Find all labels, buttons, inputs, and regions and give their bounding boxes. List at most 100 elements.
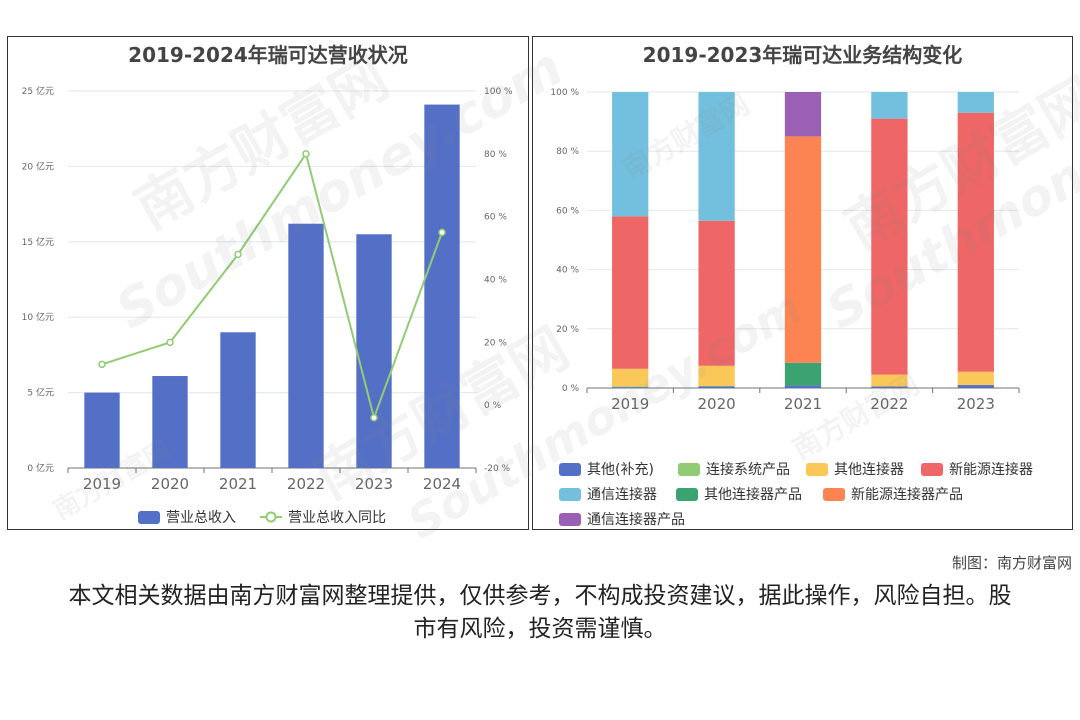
- y2-tick-label: -20 %: [484, 464, 511, 474]
- legend-item-revenue[interactable]: 营业总收入: [138, 507, 236, 527]
- revenue-yoy-point: [98, 360, 106, 369]
- stacked-bar-segment: [698, 365, 735, 386]
- x-tick-label: 2020: [698, 395, 736, 413]
- revenue-yoy-point: [438, 228, 446, 237]
- x-tick-label: 2023: [355, 475, 393, 493]
- stacked-bar-segment: [612, 92, 649, 217]
- business-structure-chart-svg: 0 % 20 % 40 % 60 % 80 % 100 % 2019 2020 2021 2022…: [550, 88, 1020, 413]
- stacked-bar-segment: [871, 92, 908, 119]
- y-tick-label: 20 亿元: [22, 160, 54, 172]
- y2-tick-label: 100 %: [484, 87, 513, 97]
- stacked-bar-segment: [784, 136, 822, 363]
- stacked-bar-segment: [698, 92, 735, 221]
- x-tick-label: 2022: [870, 395, 908, 413]
- y2-tick-label: 40 %: [484, 276, 507, 286]
- revenue-chart-legend: 营业总收入 营业总收入同比: [8, 507, 528, 529]
- legend-swatch-other-connector-product: [676, 487, 698, 501]
- legend-item-telecom-connector-product[interactable]: 通信连接器产品: [559, 509, 685, 529]
- y2-tick-label: 80 %: [484, 150, 507, 160]
- revenue-bar: [84, 392, 120, 468]
- y2-tick-label: 20 %: [484, 338, 507, 348]
- legend-swatch-new-energy-connector-product: [823, 487, 845, 501]
- x-tick-label: 2019: [83, 475, 121, 493]
- revenue-bar: [424, 104, 460, 469]
- business-structure-chart-panel: 2019-2023年瑞可达业务结构变化 0 % 20 % 40 % 60 % 80 % 1…: [532, 36, 1073, 530]
- y-tick-label: 0 %: [562, 384, 580, 394]
- stacked-bar-segment: [698, 385, 735, 387]
- x-tick-label: 2020: [151, 475, 189, 493]
- legend-label-other-connector: 其他连接器: [834, 462, 904, 478]
- legend-item-other-connector[interactable]: 其他连接器: [806, 459, 904, 479]
- legend-label-other-connector-product: 其他连接器产品: [704, 487, 802, 503]
- legend-swatch-other-connector: [806, 462, 828, 476]
- y-tick-label: 10 亿元: [22, 311, 54, 323]
- revenue-bar: [152, 376, 188, 468]
- stacked-bar-segment: [612, 216, 649, 369]
- x-tick-label: 2019: [611, 395, 649, 413]
- chart-credit: 制图：南方财富网: [951, 554, 1072, 572]
- stacked-bar-segment: [957, 112, 994, 372]
- legend-item-new-energy-connector-product[interactable]: 新能源连接器产品: [823, 484, 963, 504]
- x-tick-label: 2021: [784, 395, 822, 413]
- stacked-bar-segment: [612, 387, 649, 388]
- revenue-yoy-point: [370, 413, 378, 422]
- y-tick-label: 100 %: [550, 88, 579, 98]
- legend-line-marker-yoy: [260, 511, 282, 523]
- y-tick-label: 0 亿元: [27, 462, 54, 474]
- legend-item-other-connector-product[interactable]: 其他连接器产品: [676, 484, 802, 504]
- x-tick-label: 2024: [423, 475, 461, 493]
- legend-item-revenue-yoy[interactable]: 营业总收入同比: [260, 507, 386, 527]
- y-tick-label: 25 亿元: [22, 85, 54, 97]
- x-tick-label: 2023: [957, 395, 995, 413]
- stacked-bar-segment: [784, 92, 822, 137]
- legend-item-new-energy-connector[interactable]: 新能源连接器: [921, 459, 1033, 479]
- stacked-bar-segment: [698, 386, 735, 388]
- legend-item-telecom-connector[interactable]: 通信连接器: [559, 484, 657, 504]
- y-tick-label: 15 亿元: [22, 236, 54, 248]
- revenue-yoy-point: [234, 250, 242, 259]
- y-tick-label: 60 %: [556, 206, 579, 216]
- legend-label-other-supplement: 其他(补充): [587, 462, 654, 478]
- stacked-bar-segment: [871, 374, 908, 387]
- y-tick-label: 20 %: [556, 325, 579, 335]
- legend-swatch-new-energy-connector: [921, 462, 943, 476]
- stacked-bar-segment: [957, 385, 994, 388]
- stacked-bar-segment: [698, 220, 735, 366]
- revenue-yoy-point: [166, 338, 174, 347]
- legend-swatch-telecom-connector: [559, 487, 581, 501]
- stacked-bar-segment: [784, 385, 822, 388]
- business-structure-legend: 其他(补充) 连接系统产品 其他连接器 新能源连接器 通信连接器 其他连接器产品…: [533, 455, 1072, 529]
- y-tick-label: 5 亿元: [27, 387, 54, 399]
- revenue-chart-panel: 2019-2024年瑞可达营收状况 0 亿元 5 亿元 10 亿元 15 亿元 20 亿…: [7, 36, 529, 530]
- stacked-bar-segment: [957, 371, 994, 386]
- disclaimer-text: 本文相关数据由南方财富网整理提供，仅供参考，不构成投资建议，据此操作，风险自担。…: [68, 583, 1012, 642]
- legend-label-connection-system: 连接系统产品: [706, 462, 790, 478]
- legend-swatch-telecom-connector-product: [559, 512, 581, 526]
- stacked-bar-segment: [612, 386, 649, 388]
- revenue-yoy-line: [101, 151, 443, 422]
- y-tick-label: 40 %: [556, 266, 579, 276]
- legend-label-telecom-connector: 通信连接器: [587, 487, 657, 503]
- stacked-bar-segment: [871, 386, 908, 388]
- revenue-yoy-point: [302, 150, 310, 158]
- y2-tick-label: 0 %: [484, 401, 502, 411]
- legend-label-new-energy-connector-product: 新能源连接器产品: [851, 487, 963, 503]
- stacked-bar-segment: [612, 368, 649, 387]
- legend-item-other-supplement[interactable]: 其他(补充): [559, 459, 654, 479]
- revenue-chart-svg: 0 亿元 5 亿元 10 亿元 15 亿元 20 亿元 25 亿元 -20 % 0 % 20 %…: [22, 85, 513, 493]
- legend-label-revenue: 营业总收入: [166, 510, 236, 526]
- stacked-bar-segment: [784, 362, 822, 386]
- revenue-bar: [288, 223, 324, 468]
- legend-label-new-energy-connector: 新能源连接器: [949, 462, 1033, 478]
- revenue-chart-title: 2019-2024年瑞可达营收状况: [128, 43, 408, 67]
- legend-swatch-connection-system: [678, 462, 700, 476]
- x-tick-label: 2022: [287, 475, 325, 493]
- legend-label-revenue-yoy: 营业总收入同比: [288, 510, 386, 526]
- x-tick-label: 2021: [219, 475, 257, 493]
- y-tick-label: 80 %: [556, 147, 579, 157]
- legend-swatch-other-supplement: [559, 462, 581, 476]
- stacked-bar-segment: [957, 92, 994, 113]
- legend-item-connection-system[interactable]: 连接系统产品: [678, 459, 790, 479]
- legend-label-telecom-connector-product: 通信连接器产品: [587, 512, 685, 528]
- legend-swatch-revenue: [138, 510, 160, 524]
